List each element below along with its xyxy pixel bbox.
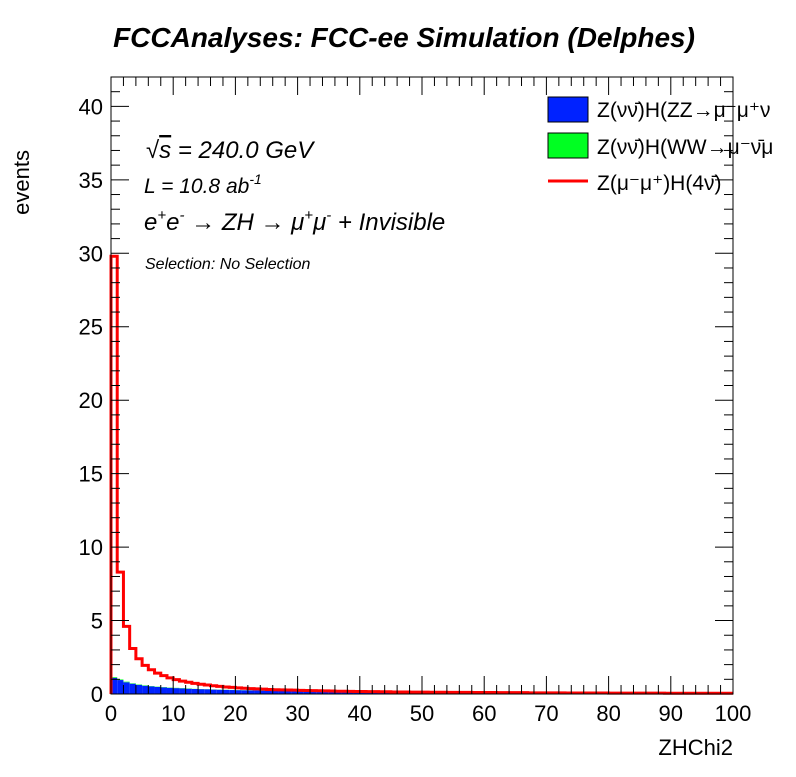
y-tick-label-25: 25 <box>79 315 103 340</box>
y-axis-label: events <box>9 150 34 215</box>
x-tick-label-20: 20 <box>223 701 247 726</box>
bar-zz-6 <box>148 686 154 694</box>
bar-zz-1 <box>117 680 123 694</box>
bar-ww-2 <box>123 682 129 683</box>
x-tick-label-70: 70 <box>534 701 558 726</box>
y-tick-label-40: 40 <box>79 94 103 119</box>
energy-s: s <box>159 137 171 164</box>
x-tick-label-10: 10 <box>161 701 185 726</box>
proc-mu2: μ <box>312 209 326 236</box>
legend-swatch-ww <box>548 133 588 158</box>
bar-zz-2 <box>123 682 129 694</box>
bar-zz-10 <box>173 688 179 694</box>
proc-invisible: + Invisible <box>331 209 445 236</box>
signal-step-line <box>111 256 733 694</box>
legend-label-ww: Z(νν̄)H(WW→μ⁻ν̄μ <box>597 136 773 159</box>
x-tick-label-90: 90 <box>659 701 683 726</box>
legend-swatch-zz <box>548 97 588 122</box>
proc-arrow: → ZH → μ <box>184 209 304 236</box>
bar-zz-18 <box>223 690 229 694</box>
bar-zz-9 <box>167 688 173 694</box>
lumi-exponent: -1 <box>249 171 261 187</box>
y-tick-label-5: 5 <box>91 609 103 634</box>
bar-zz-3 <box>130 684 136 694</box>
bar-zz-24 <box>260 691 266 694</box>
x-tick-label-0: 0 <box>105 701 117 726</box>
bar-zz-14 <box>198 689 204 694</box>
sqrt-symbol: √ <box>146 137 160 164</box>
bar-zz-20 <box>235 690 241 694</box>
selection-annotation: Selection: No Selection <box>145 256 311 273</box>
y-tick-label-10: 10 <box>79 535 103 560</box>
bar-zz-8 <box>161 687 167 694</box>
bar-zz-16 <box>211 690 217 694</box>
bar-zz-12 <box>186 689 192 694</box>
x-tick-label-30: 30 <box>285 701 309 726</box>
x-axis-label: ZHChi2 <box>658 735 733 760</box>
bar-zz-21 <box>242 690 248 694</box>
y-tick-label-15: 15 <box>79 462 103 487</box>
lumi-main: L = 10.8 ab <box>144 175 250 198</box>
proc-e-plus: + <box>157 207 166 224</box>
legend-label-sig: Z(μ⁻μ⁺)H(4ν̄) <box>597 172 722 195</box>
process-annotation: e+e- → ZH → μ+μ- + Invisible <box>144 207 445 236</box>
x-tick-label-50: 50 <box>410 701 434 726</box>
proc-mu-plus: + <box>304 207 313 224</box>
bar-zz-4 <box>136 685 142 694</box>
energy-annotation: √s = 240.0 GeV <box>146 137 315 164</box>
chart-title: FCCAnalyses: FCC-ee Simulation (Delphes) <box>113 22 695 53</box>
bar-zz-22 <box>248 690 254 694</box>
bar-zz-17 <box>217 690 223 694</box>
legend-label-zz: Z(νν̄)H(ZZ→μ⁻μ⁺ν <box>597 99 771 122</box>
x-tick-label-100: 100 <box>715 701 752 726</box>
x-tick-label-60: 60 <box>472 701 496 726</box>
svg-text:√s = 240.0 GeV: √s = 240.0 GeV <box>146 137 315 164</box>
proc-e2: e <box>166 209 179 236</box>
bar-zz-13 <box>192 689 198 694</box>
y-tick-label-0: 0 <box>91 682 103 707</box>
plot-frame <box>111 77 733 694</box>
luminosity-annotation: L = 10.8 ab-1 <box>144 171 262 198</box>
proc-e: e <box>144 209 157 236</box>
bar-zz-19 <box>229 690 235 694</box>
x-tick-label-80: 80 <box>596 701 620 726</box>
line-layer <box>111 256 733 694</box>
bar-zz-23 <box>254 690 260 694</box>
y-tick-label-30: 30 <box>79 241 103 266</box>
y-tick-label-35: 35 <box>79 168 103 193</box>
bar-zz-7 <box>155 687 161 694</box>
bar-zz-11 <box>179 688 185 694</box>
bar-zz-15 <box>204 689 210 694</box>
legend: Z(νν̄)H(ZZ→μ⁻μ⁺ν Z(νν̄)H(WW→μ⁻ν̄μ Z(μ⁻μ⁺… <box>548 97 773 195</box>
y-tick-label-20: 20 <box>79 388 103 413</box>
energy-value: = 240.0 GeV <box>171 137 315 164</box>
bar-zz-5 <box>142 686 148 694</box>
x-tick-label-40: 40 <box>348 701 372 726</box>
